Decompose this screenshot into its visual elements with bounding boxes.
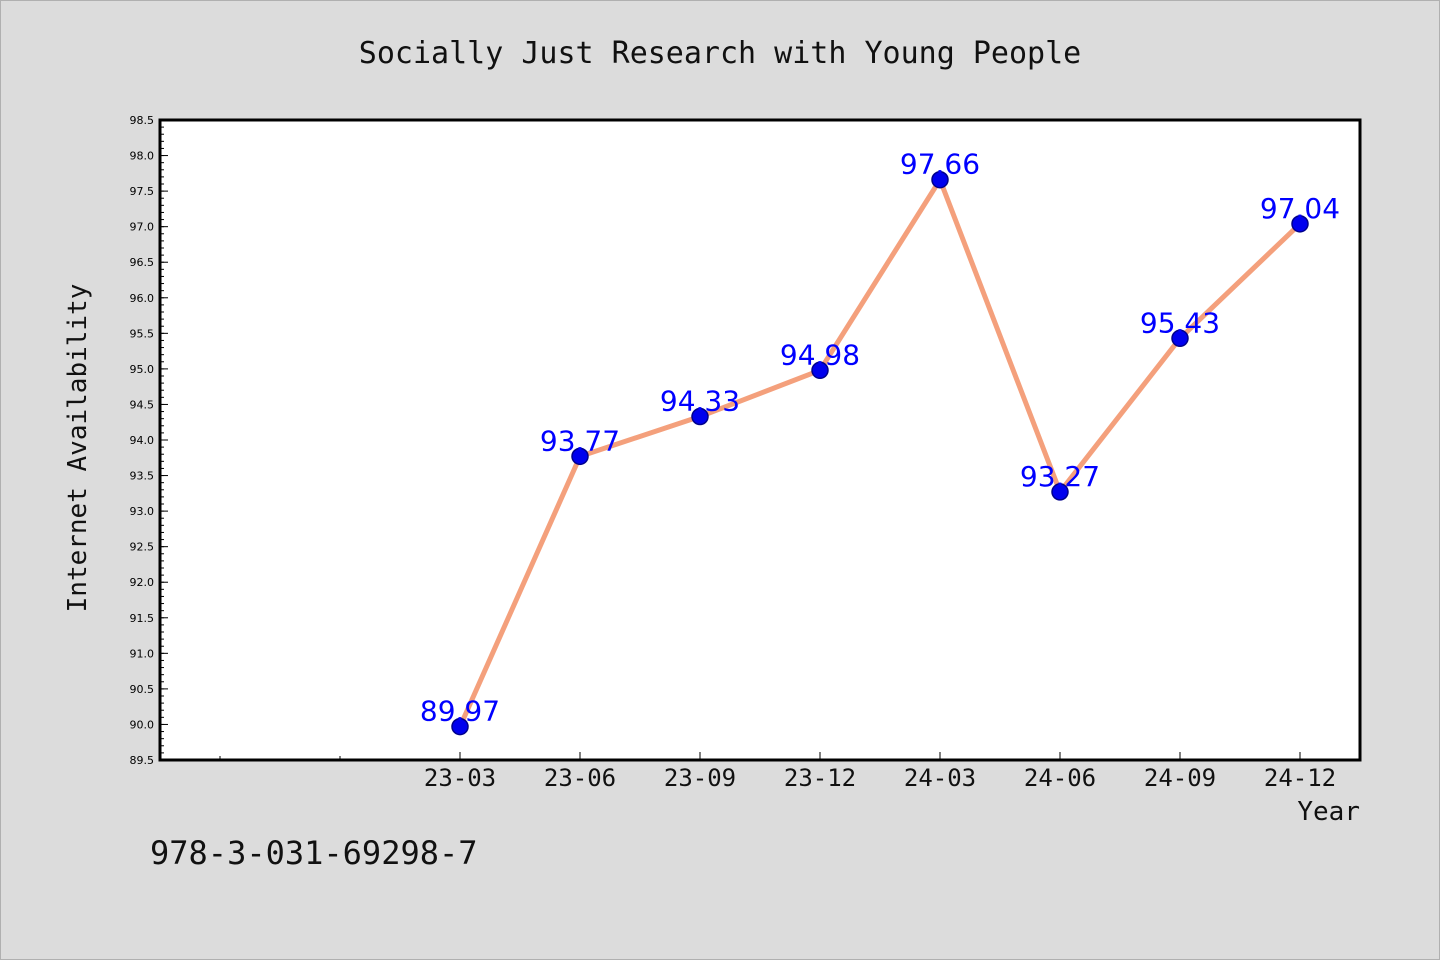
- y-tick-label: 97.5: [130, 185, 155, 198]
- y-tick-label: 89.5: [130, 754, 155, 767]
- y-tick-label: 92.5: [130, 541, 155, 554]
- y-axis: 89.5 90.0 90.5 91.0 91.5 92.0 92.5 93.0 93.5 94.0…: [130, 114, 168, 767]
- data-label: 97.04: [1260, 192, 1340, 225]
- data-label: 94.98: [780, 338, 860, 371]
- data-label: 95.43: [1140, 306, 1220, 339]
- data-point: [571, 447, 589, 466]
- y-tick-label: 93.0: [130, 505, 155, 518]
- data-label: 93.77: [540, 424, 620, 457]
- y-tick-label: 95.0: [130, 363, 155, 376]
- data-label: 89.97: [420, 695, 500, 728]
- x-tick-label: 24-03: [904, 764, 976, 792]
- data-point: [811, 361, 829, 380]
- series-line-group: [457, 177, 1303, 730]
- y-tick-label: 98.0: [130, 150, 155, 163]
- x-axis: 23-03 23-06 23-09 23-12 24-03 24-06 24-09 24-12: [219, 752, 1336, 792]
- y-tick-label: 96.0: [130, 292, 155, 305]
- x-axis-label: Year: [1297, 797, 1360, 827]
- y-tick-label: 90.0: [130, 718, 155, 731]
- data-point: [1291, 215, 1309, 233]
- y-tick-label: 94.0: [130, 434, 155, 447]
- data-point: [1171, 329, 1189, 348]
- y-tick-label: 90.5: [130, 683, 155, 696]
- y-tick-label: 97.0: [130, 221, 155, 234]
- data-points: [451, 170, 1309, 736]
- y-tick-label: 93.5: [130, 470, 155, 483]
- y-tick-label: 96.5: [130, 256, 155, 269]
- y-tick-label: 94.5: [130, 398, 155, 411]
- data-labels: 89.97 93.77 94.33 94.98 97.66 93.27 95.43 97.04: [420, 148, 1340, 728]
- x-tick-label: 24-06: [1024, 764, 1096, 792]
- isbn-text: 978-3-031-69298-7: [150, 834, 478, 872]
- data-point: [931, 170, 949, 189]
- y-tick-label: 92.0: [130, 576, 155, 589]
- x-tick-label: 23-09: [664, 764, 736, 792]
- data-point: [691, 407, 709, 426]
- x-tick-label: 23-12: [784, 764, 856, 792]
- x-tick-label: 23-06: [544, 764, 616, 792]
- x-tick-label: 24-12: [1264, 764, 1336, 792]
- y-axis-label: Internet Availability: [63, 284, 93, 613]
- y-tick-label: 91.0: [130, 647, 155, 660]
- plot-area: [158, 118, 1362, 762]
- y-tick-label: 95.5: [130, 327, 155, 340]
- data-point: [1051, 483, 1069, 501]
- series-line: [457, 177, 1303, 730]
- x-tick-label: 23-03: [424, 764, 496, 792]
- x-tick-label: 24-09: [1144, 764, 1216, 792]
- data-label: 94.33: [660, 385, 740, 418]
- data-label: 93.27: [1020, 460, 1100, 493]
- data-label: 97.66: [900, 148, 980, 181]
- chart-title: Socially Just Research with Young People: [359, 36, 1081, 71]
- y-tick-label: 98.5: [130, 114, 155, 127]
- y-tick-label: 91.5: [130, 612, 155, 625]
- data-point: [451, 717, 469, 736]
